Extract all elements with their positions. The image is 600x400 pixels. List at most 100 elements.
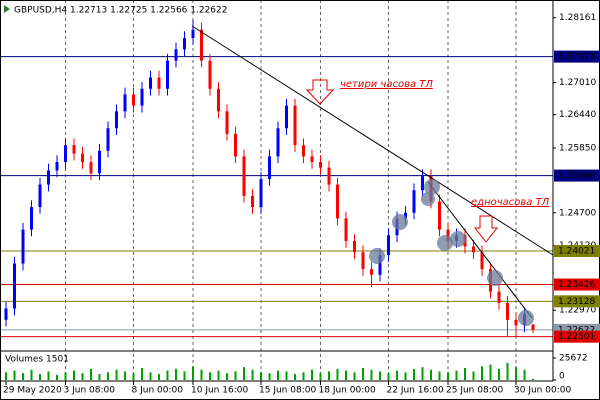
arrow — [305, 79, 335, 105]
level-label-box — [554, 295, 600, 308]
level-label-box — [554, 169, 600, 182]
volume-pane: Volumes 1501 — [5, 355, 534, 380]
y-tick-label: 1.28161 — [559, 13, 596, 23]
volume-label: Volumes 1501 — [5, 355, 69, 365]
candle-body — [421, 176, 424, 191]
level-label: 1.23128 — [558, 297, 595, 307]
marker — [518, 310, 534, 326]
x-tick-label: 3 Jun 08:00 — [64, 386, 116, 396]
candle-body — [404, 212, 407, 219]
candle-body — [319, 162, 322, 168]
price-bars — [4, 20, 535, 337]
candle-body — [89, 162, 93, 174]
candle-body — [183, 38, 186, 50]
candle-body — [98, 150, 101, 174]
level-label-box — [554, 278, 600, 291]
candle-body — [506, 302, 509, 320]
candle-body — [268, 156, 271, 179]
candle-body — [361, 252, 365, 270]
candle-body — [115, 111, 118, 129]
annotation: четири часова ТЛ — [340, 79, 433, 90]
candle-body — [123, 94, 127, 112]
candle-body — [259, 178, 263, 208]
level-label-box — [554, 245, 600, 258]
candle-body — [191, 29, 195, 39]
candle-body — [64, 145, 67, 163]
trend-line — [427, 181, 533, 319]
marker — [392, 214, 408, 230]
x-tick-label: 29 May 2020 — [3, 386, 62, 396]
axes: 1.281611.270101.264401.258501.247001.241… — [3, 13, 600, 396]
candle-body — [302, 145, 305, 157]
candle-body — [497, 291, 501, 303]
candle-body — [200, 29, 203, 61]
levels — [0, 56, 553, 338]
level-label: 1.22501 — [558, 332, 595, 342]
candle-body — [514, 319, 518, 326]
marker — [487, 270, 503, 286]
x-tick-label: 30 Jun 00:00 — [514, 386, 571, 396]
marker — [437, 235, 453, 251]
level-label: 1.22622 — [558, 325, 595, 335]
candle-body — [174, 49, 178, 61]
candle-body — [234, 133, 237, 157]
marker — [369, 248, 385, 264]
candle-body — [327, 167, 331, 185]
candle-body — [387, 235, 390, 256]
candle-body — [353, 240, 356, 253]
candle-body — [251, 195, 254, 208]
arrow — [473, 215, 499, 243]
candle-body — [217, 88, 220, 112]
candle-body — [472, 246, 475, 253]
volume-tick-label: 0 — [559, 372, 565, 382]
x-tick-label: 10 Jun 16:00 — [191, 386, 248, 396]
candle-body — [285, 105, 288, 129]
candle-body — [47, 170, 50, 185]
candle-body — [81, 153, 84, 163]
chart-title: GBPUSD,H4 1.22713 1.22725 1.22566 1.2262… — [14, 6, 227, 16]
candle-body — [149, 77, 152, 89]
volume-tick-label: 25672 — [559, 354, 588, 364]
candle-body — [55, 162, 59, 171]
x-tick-label: 18 Jun 00:00 — [319, 386, 376, 396]
candle-body — [140, 88, 144, 106]
candle-body — [106, 128, 110, 151]
candle-body — [310, 156, 314, 163]
level-label: 1.23426 — [558, 280, 595, 290]
symbol-icon — [4, 5, 10, 13]
candle-body — [132, 94, 135, 106]
candle-body — [412, 190, 416, 213]
y-tick-label: 1.25850 — [559, 143, 596, 153]
y-tick-label: 1.24700 — [559, 208, 596, 218]
y-tick-label: 1.26440 — [559, 110, 596, 120]
marker — [424, 179, 440, 195]
candle-body — [293, 105, 297, 146]
candle-body — [370, 269, 373, 275]
candle-body — [438, 201, 441, 230]
candle-body — [13, 263, 16, 309]
x-tick-label: 15 Jun 08:00 — [259, 386, 316, 396]
candle-body — [208, 60, 212, 89]
level-label-box — [554, 50, 600, 63]
candle-body — [242, 156, 246, 196]
candle-body — [344, 218, 348, 241]
x-tick-label: 25 Jun 08:00 — [446, 386, 503, 396]
markers — [369, 179, 534, 326]
level-label: 1.25360 — [558, 171, 595, 181]
candle-body — [531, 324, 535, 330]
candle-body — [72, 145, 76, 154]
candle-body — [4, 308, 8, 320]
candle-body — [38, 184, 42, 208]
y-tick-label: 1.27010 — [559, 78, 596, 88]
level-label-box — [554, 330, 600, 343]
candle-body — [225, 111, 229, 134]
x-tick-label: 22 Jun 16:00 — [387, 386, 444, 396]
trend-line — [191, 25, 554, 256]
candle-body — [336, 184, 339, 219]
level-label: 1.27471 — [558, 52, 595, 62]
level-label: 1.24021 — [558, 247, 595, 257]
annotation: едночасова ТЛ — [471, 197, 550, 208]
candle-body — [21, 229, 25, 264]
